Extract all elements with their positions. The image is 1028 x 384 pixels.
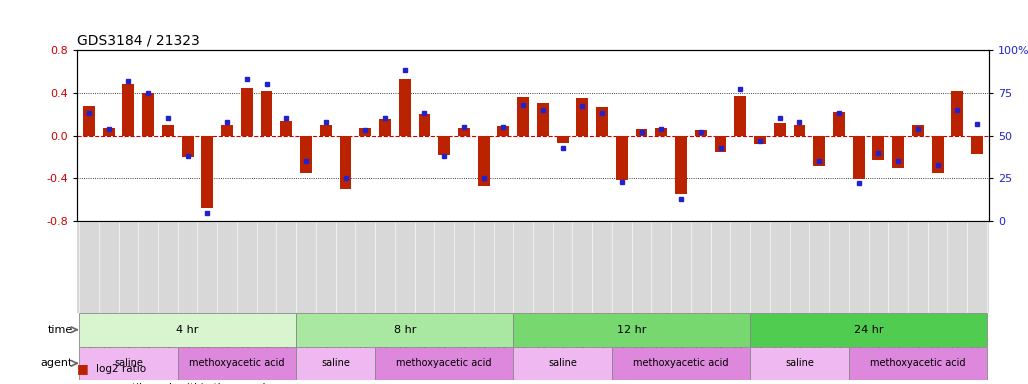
Bar — [750, 313, 987, 346]
Bar — [201, 136, 213, 208]
Text: ■: ■ — [77, 362, 88, 375]
Bar — [695, 130, 706, 136]
Bar — [300, 136, 311, 173]
Bar — [755, 136, 766, 144]
Bar — [178, 346, 296, 380]
Bar — [261, 91, 272, 136]
Text: saline: saline — [321, 358, 351, 368]
Bar — [892, 136, 904, 168]
Text: time: time — [48, 325, 73, 335]
Text: GDS3184 / 21323: GDS3184 / 21323 — [77, 34, 199, 48]
Bar — [675, 136, 687, 194]
Bar — [596, 107, 608, 136]
Bar — [577, 98, 588, 136]
Text: methoxyacetic acid: methoxyacetic acid — [870, 358, 965, 368]
Bar — [813, 136, 825, 166]
Bar — [734, 96, 746, 136]
Bar — [952, 91, 963, 136]
Text: ■: ■ — [77, 381, 88, 384]
Bar — [714, 136, 727, 152]
Bar — [379, 119, 391, 136]
Bar — [774, 123, 785, 136]
Bar — [616, 136, 628, 180]
Text: 4 hr: 4 hr — [177, 325, 198, 335]
Bar — [438, 136, 450, 155]
Text: saline: saline — [548, 358, 577, 368]
Bar — [79, 313, 296, 346]
Bar — [557, 136, 568, 143]
Text: methoxyacetic acid: methoxyacetic acid — [189, 358, 285, 368]
Bar — [478, 136, 489, 186]
Text: methoxyacetic acid: methoxyacetic acid — [633, 358, 729, 368]
Text: saline: saline — [114, 358, 143, 368]
Text: 12 hr: 12 hr — [617, 325, 647, 335]
Bar — [458, 128, 470, 136]
Bar — [912, 125, 924, 136]
Bar — [399, 79, 410, 136]
Bar — [971, 136, 983, 154]
Bar — [122, 84, 135, 136]
Bar — [281, 121, 292, 136]
Bar — [241, 88, 253, 136]
Bar — [375, 346, 513, 380]
Bar — [296, 346, 375, 380]
Bar — [418, 114, 431, 136]
Text: agent: agent — [41, 358, 73, 368]
Bar — [656, 128, 667, 136]
Text: percentile rank within the sample: percentile rank within the sample — [96, 383, 271, 384]
Text: 8 hr: 8 hr — [394, 325, 416, 335]
Bar — [537, 103, 549, 136]
Text: log2 ratio: log2 ratio — [96, 364, 146, 374]
Bar — [517, 97, 529, 136]
Bar — [513, 346, 612, 380]
Text: saline: saline — [785, 358, 814, 368]
Bar — [750, 346, 849, 380]
Text: 24 hr: 24 hr — [854, 325, 883, 335]
Bar — [79, 346, 178, 380]
Bar — [612, 346, 750, 380]
Bar — [296, 313, 513, 346]
Bar — [498, 126, 509, 136]
Bar — [221, 125, 233, 136]
Bar — [360, 128, 371, 136]
Bar — [873, 136, 884, 160]
Bar — [182, 136, 193, 157]
Bar — [849, 346, 987, 380]
Bar — [339, 136, 352, 189]
Bar — [103, 128, 114, 136]
Bar — [162, 125, 174, 136]
Bar — [142, 93, 154, 136]
Bar — [794, 125, 805, 136]
Bar — [320, 125, 332, 136]
Bar — [931, 136, 944, 173]
Bar — [833, 112, 845, 136]
Bar — [635, 129, 648, 136]
Bar — [83, 106, 95, 136]
Bar — [513, 313, 750, 346]
Text: methoxyacetic acid: methoxyacetic acid — [397, 358, 492, 368]
Bar — [853, 136, 865, 179]
